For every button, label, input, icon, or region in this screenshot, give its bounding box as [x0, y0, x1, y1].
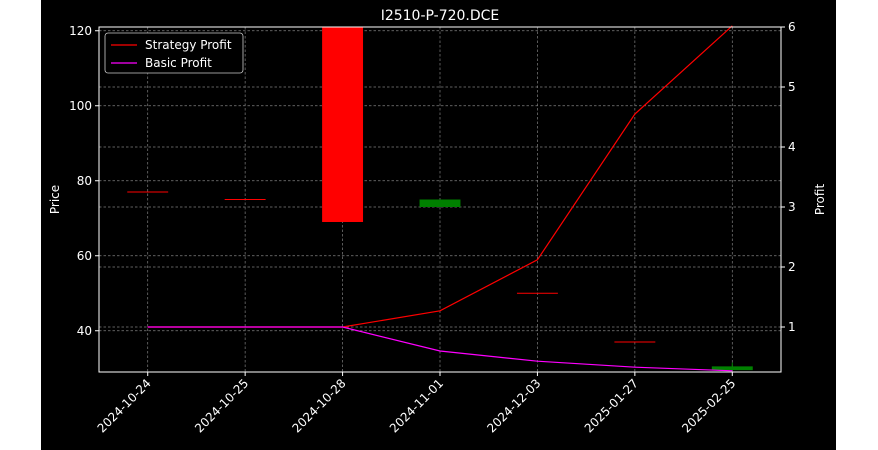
y2-tick-label: 5 [788, 80, 796, 94]
legend-box [104, 32, 244, 74]
y2-tick-label: 1 [788, 320, 796, 334]
legend-label: Basic Profit [145, 56, 212, 70]
y-axis-label: Price [48, 185, 62, 214]
x-tick-label: 2024-12-03 [484, 376, 543, 435]
chart-svg: 40 60 80 100 120 1 2 3 4 5 6 2024-10-24 2024-10-25 20… [48, 8, 827, 435]
y-tick-label: 100 [69, 99, 92, 113]
y-tick-label: 60 [77, 249, 92, 263]
y-tick-label: 40 [77, 324, 92, 338]
chart-figure: 40 60 80 100 120 1 2 3 4 5 6 2024-10-24 2024-10-25 20… [41, 0, 836, 450]
y2-tick-label: 3 [788, 200, 796, 214]
axis-layer: 40 60 80 100 120 1 2 3 4 5 6 2024-10-24 2024-10-25 20… [69, 20, 796, 435]
x-tick-label: 2025-01-27 [582, 376, 641, 435]
x-tick-label: 2024-10-24 [95, 376, 154, 435]
chart-title: I2510-P-720.DCE [381, 8, 500, 24]
line-layer [147, 25, 733, 372]
y2-tick-label: 4 [788, 140, 796, 154]
basic-profit-line [147, 326, 733, 372]
y-tick-label: 80 [77, 174, 92, 188]
y2-tick-label: 2 [788, 260, 796, 274]
legend-label: Strategy Profit [145, 38, 232, 52]
candle-layer [127, 27, 753, 371]
y-tick-label: 120 [69, 24, 92, 38]
candle-body [711, 366, 753, 371]
x-tick-label: 2025-02-25 [679, 376, 738, 435]
legend: Strategy Profit Basic Profit [104, 32, 244, 74]
candle-body [322, 27, 364, 222]
y2-tick-label: 6 [788, 20, 796, 34]
x-tick-label: 2024-10-25 [192, 376, 251, 435]
x-tick-label: 2024-11-01 [387, 376, 446, 435]
y2-axis-label: Profit [813, 184, 827, 216]
candle-body [419, 199, 461, 207]
x-tick-label: 2024-10-28 [289, 376, 348, 435]
